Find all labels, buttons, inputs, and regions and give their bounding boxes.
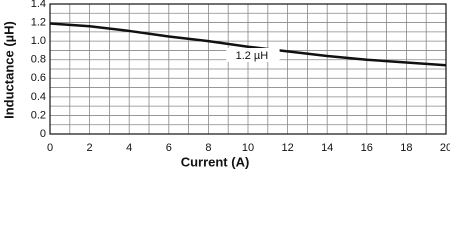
line xyxy=(49,22,447,67)
x-tick-label: 4 xyxy=(126,142,132,154)
chart: Current (A) Inductance (µH) 0 2 4 6 8 10 12 14 1… xyxy=(1,0,450,169)
x-tick-label: 6 xyxy=(166,142,172,154)
plot-frame xyxy=(49,3,447,135)
y-tick-label: 0.2 xyxy=(31,109,46,121)
x-tick-label: 12 xyxy=(281,142,293,154)
y-tick-label: 1.0 xyxy=(31,35,46,47)
y-tick-label: 1.2 xyxy=(31,16,46,28)
y-tick-label: 0.4 xyxy=(31,91,46,103)
y-tick-label: 0.6 xyxy=(31,72,46,84)
x-tick-label: 0 xyxy=(47,142,53,154)
y-tick-label: 0 xyxy=(40,128,46,140)
x-tick-label: 18 xyxy=(400,142,412,154)
x-tick-label: 16 xyxy=(361,142,373,154)
y-axis-label: Inductance (µH) xyxy=(1,21,16,119)
y-tick-label: 0.8 xyxy=(31,54,46,66)
x-tick-label: 14 xyxy=(321,142,333,154)
x-tick-label: 10 xyxy=(242,142,254,154)
y-tick-label: 1.4 xyxy=(31,0,46,10)
x-axis-label: Current (A) xyxy=(181,154,250,169)
x-tick-label: 2 xyxy=(87,142,93,154)
series-label-bg xyxy=(226,48,280,62)
x-tick-label: 8 xyxy=(205,142,211,154)
series-label: 1.2 µH xyxy=(236,50,269,62)
x-tick-label: 20 xyxy=(440,142,450,154)
